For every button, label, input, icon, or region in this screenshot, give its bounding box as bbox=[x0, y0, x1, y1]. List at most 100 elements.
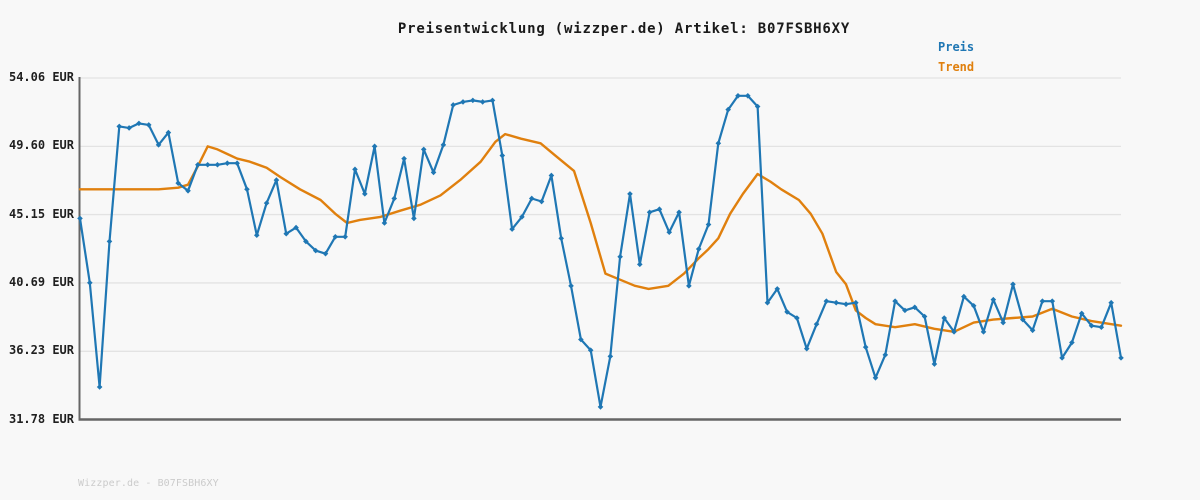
price-point-marker bbox=[136, 120, 142, 127]
y-tick-label: 31.78 EUR bbox=[8, 411, 74, 426]
price-point-marker bbox=[450, 102, 456, 108]
price-point-marker bbox=[568, 283, 574, 289]
price-point-marker bbox=[862, 344, 869, 350]
price-point-marker bbox=[263, 200, 270, 206]
price-point-marker bbox=[420, 146, 427, 153]
price-point-marker bbox=[1039, 298, 1046, 304]
price-point-marker bbox=[980, 329, 987, 335]
price-point-marker bbox=[735, 92, 741, 99]
price-point-marker bbox=[794, 315, 800, 321]
price-point-marker bbox=[322, 250, 329, 257]
price-point-marker bbox=[440, 142, 447, 148]
price-point-marker bbox=[587, 347, 594, 354]
footer-watermark: Wizzper.de - B07FSBH6XY bbox=[78, 478, 219, 489]
price-point-marker bbox=[479, 99, 486, 105]
price-point-marker bbox=[381, 220, 388, 226]
y-tick-label: 40.69 EUR bbox=[8, 274, 74, 289]
price-point-marker bbox=[1010, 281, 1016, 288]
price-point-marker bbox=[96, 384, 103, 390]
price-point-marker bbox=[715, 140, 722, 147]
price-point-marker bbox=[509, 226, 515, 232]
price-point-marker bbox=[705, 221, 712, 228]
price-point-marker bbox=[646, 209, 653, 216]
price-point-marker bbox=[764, 299, 771, 306]
price-point-marker bbox=[195, 161, 201, 168]
price-point-marker bbox=[106, 238, 113, 245]
price-point-marker bbox=[803, 345, 810, 352]
price-point-marker bbox=[244, 186, 250, 193]
price-point-marker bbox=[872, 375, 879, 381]
price-point-marker bbox=[921, 313, 928, 320]
price-point-marker bbox=[411, 215, 417, 222]
price-point-marker bbox=[1078, 310, 1085, 317]
price-point-marker bbox=[931, 361, 938, 367]
price-point-marker bbox=[990, 296, 997, 303]
price-point-marker bbox=[617, 253, 623, 260]
price-point-marker bbox=[941, 315, 948, 321]
price-point-marker bbox=[371, 143, 378, 150]
price-line bbox=[78, 94, 1123, 408]
price-point-marker bbox=[853, 299, 859, 306]
price-point-marker bbox=[1000, 319, 1006, 326]
price-point-marker bbox=[391, 195, 398, 202]
price-point-marker bbox=[165, 129, 172, 136]
price-point-marker bbox=[1069, 339, 1075, 346]
price-point-marker bbox=[636, 261, 643, 268]
price-point-marker bbox=[686, 283, 692, 289]
price-point-marker bbox=[548, 172, 555, 179]
price-point-marker bbox=[126, 125, 132, 131]
price-point-marker bbox=[1088, 322, 1095, 329]
trend-line bbox=[78, 132, 1123, 333]
price-point-marker bbox=[833, 299, 839, 306]
y-tick-label: 54.06 EUR bbox=[8, 70, 74, 84]
price-point-marker bbox=[774, 286, 781, 292]
price-point-marker bbox=[1049, 298, 1056, 304]
price-point-marker bbox=[784, 309, 790, 315]
price-point-marker bbox=[695, 246, 702, 252]
price-point-marker bbox=[892, 298, 898, 304]
price-point-marker bbox=[627, 191, 633, 197]
price-point-marker bbox=[312, 247, 319, 254]
price-point-marker bbox=[902, 307, 908, 314]
y-tick-label: 36.23 EUR bbox=[8, 343, 74, 358]
price-point-marker bbox=[823, 298, 830, 304]
price-point-marker bbox=[293, 224, 299, 231]
price-point-marker bbox=[528, 195, 535, 202]
price-point-marker bbox=[558, 235, 565, 242]
price-point-marker bbox=[77, 215, 83, 222]
price-point-marker bbox=[843, 301, 849, 308]
price-point-marker bbox=[470, 97, 476, 104]
price-point-marker bbox=[1059, 355, 1065, 361]
price-point-marker bbox=[1019, 316, 1026, 323]
price-point-marker bbox=[1108, 299, 1114, 306]
price-point-marker bbox=[332, 233, 339, 240]
price-point-marker bbox=[87, 279, 93, 286]
legend-item-preis: Preis bbox=[938, 40, 975, 54]
y-tick-label: 45.15 EUR bbox=[8, 206, 74, 221]
price-point-marker bbox=[725, 106, 731, 113]
price-point-marker bbox=[607, 353, 614, 360]
price-point-marker bbox=[224, 160, 231, 167]
price-point-marker bbox=[155, 142, 162, 148]
price-point-marker bbox=[1098, 324, 1105, 331]
price-point-marker bbox=[145, 122, 152, 128]
price-point-marker bbox=[116, 123, 123, 130]
price-point-marker bbox=[597, 404, 604, 410]
price-point-marker bbox=[185, 188, 191, 194]
chart-legend: Preis Trend bbox=[938, 40, 974, 80]
price-point-marker bbox=[253, 232, 260, 239]
price-point-marker bbox=[430, 169, 437, 176]
legend-item-trend: Trend bbox=[938, 60, 975, 74]
price-point-marker bbox=[882, 352, 889, 358]
price-point-marker bbox=[911, 304, 918, 311]
price-point-marker bbox=[283, 230, 290, 237]
price-point-marker bbox=[204, 161, 211, 168]
price-point-marker bbox=[214, 161, 221, 168]
price-point-marker bbox=[656, 206, 663, 213]
price-point-marker bbox=[303, 238, 309, 245]
price-point-marker bbox=[754, 103, 761, 110]
price-point-marker bbox=[519, 214, 525, 220]
price-point-marker bbox=[460, 99, 466, 105]
price-point-marker bbox=[175, 180, 182, 186]
